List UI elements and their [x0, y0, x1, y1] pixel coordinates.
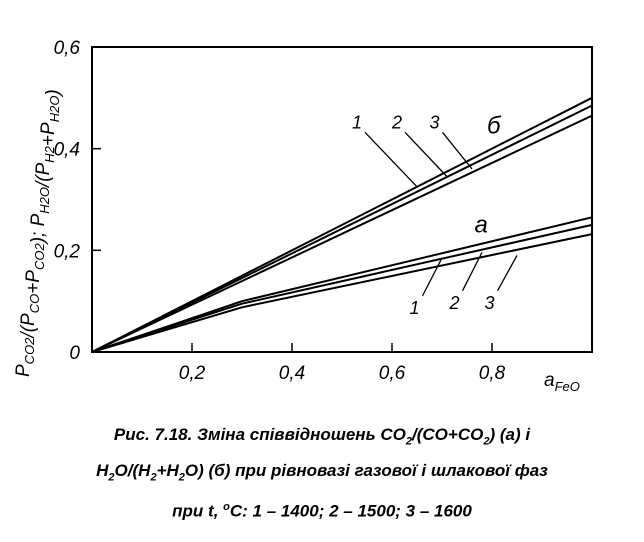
series-number-label: 3 [429, 112, 439, 132]
y-tick-label: 0 [69, 343, 80, 364]
series-number-label: 2 [391, 112, 402, 132]
series-number-label: 3 [484, 293, 494, 313]
series-leader-line [496, 255, 518, 292]
x-tick-label: 0,2 [179, 363, 206, 384]
series-line-b-1 [91, 96, 593, 353]
y-tick-label: 0,2 [54, 241, 81, 262]
plot-area: 0,2 0,4 0,6 0,8 0 0,2 0,4 0,6 aFeO PCO2/(PCO+PCO2… [13, 38, 593, 394]
x-axis-label: aFeO [544, 370, 580, 394]
group-label: а [475, 212, 488, 239]
series-line-a-2 [91, 223, 593, 353]
figure-caption: Рис. 7.18. Зміна співвідношень CO2/(CO+C… [0, 420, 644, 525]
series-line-b-3 [91, 114, 593, 353]
caption-line: при t, oC: 1 – 1400; 2 – 1500; 3 – 1600 [172, 500, 472, 521]
x-tick-label: 0,8 [479, 363, 506, 384]
series-leader-line [421, 257, 443, 297]
y-tick-label: 0,6 [54, 38, 81, 59]
series-line-a-1 [91, 216, 593, 353]
caption-line: H2O/(H2+H2O) (б) при рівновазі газової і… [96, 461, 548, 484]
x-tick-label: 0,6 [379, 363, 406, 384]
series-leader-line [404, 131, 448, 178]
caption-line: Рис. 7.18. Зміна співвідношень CO2/(CO+C… [113, 425, 531, 448]
series-number-label: 1 [352, 112, 362, 132]
series-leader-line [441, 131, 473, 170]
plot-frame [91, 46, 593, 353]
x-tick-label: 0,4 [279, 363, 305, 384]
group-label: б [487, 112, 502, 139]
series-line-a-3 [91, 233, 593, 353]
y-tick-label: 0,4 [54, 140, 80, 161]
y-axis-label: PCO2/(PCO+PCO2); PH2O/(PH2+PH2O) [13, 89, 64, 377]
series-line-b-2 [91, 104, 593, 353]
series-number-label: 1 [409, 298, 419, 318]
series-number-label: 2 [448, 293, 459, 313]
series-leader-line [364, 131, 418, 188]
